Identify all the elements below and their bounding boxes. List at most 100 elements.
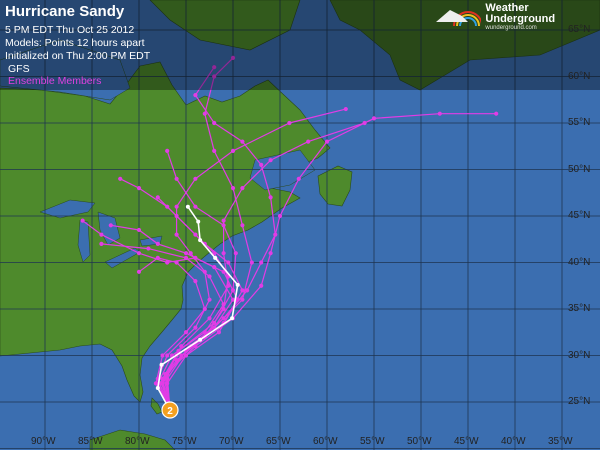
ensemble-point [136, 269, 142, 274]
ensemble-point [183, 353, 189, 358]
ensemble-point [233, 251, 238, 256]
ensemble-point [268, 158, 273, 163]
ensemble-point [230, 186, 236, 191]
great-lakes [0, 39, 316, 269]
ensemble-point [240, 297, 245, 302]
latitude-label: 30°N [568, 349, 591, 361]
forecast-time: 5 PM EDT Thu Oct 25 2012 [5, 24, 135, 36]
ensemble-point [99, 241, 104, 246]
ensemble-point [226, 283, 231, 288]
latitude-label: 40°N [568, 256, 591, 268]
ensemble-point [362, 120, 367, 126]
ensemble-point [202, 306, 207, 312]
ensemble-point [212, 320, 217, 326]
weather-underground-logo[interactable]: Weather Underground wunderground.com [432, 3, 600, 31]
ensemble-point [273, 232, 278, 237]
lake-superior [39, 199, 96, 219]
ensemble-point [174, 204, 179, 209]
legend-ensemble: Ensemble Members [8, 75, 102, 87]
ensemble-point [240, 223, 245, 228]
longitude-label: 40°W [501, 436, 526, 447]
gfs-point [196, 219, 201, 224]
latitude-label: 60°N [568, 70, 591, 82]
ensemble-point [226, 260, 231, 265]
ensemble-point [230, 297, 236, 302]
ensemble-point [174, 176, 179, 181]
page-title: Hurricane Sandy [5, 3, 125, 20]
gfs-point [213, 255, 218, 260]
ensemble-point [193, 204, 198, 209]
longitude-label: 70°W [219, 436, 244, 447]
ensemble-point [240, 186, 245, 191]
storm-marker[interactable]: 2 [161, 401, 179, 419]
ensemble-point [277, 213, 283, 219]
initialized-info: Initialized on Thu 2:00 PM EDT [5, 50, 151, 62]
ensemble-point [136, 251, 142, 256]
lake-michigan [77, 219, 91, 263]
latitude-label: 50°N [568, 163, 591, 175]
latitude-label: 25°N [568, 396, 591, 407]
ensemble-point [99, 232, 104, 237]
gfs-point [235, 282, 240, 287]
gfs-point [159, 362, 164, 367]
ensemble-point [155, 195, 160, 200]
hurricane-icon [161, 401, 179, 419]
ensemble-point [183, 251, 189, 256]
hudson-bay [0, 39, 131, 101]
latitude-label: 55°N [568, 117, 591, 128]
ensemble-point [371, 116, 377, 121]
gfs-point [155, 386, 160, 391]
ensemble-point [176, 348, 181, 353]
legend-gfs: GFS [8, 63, 30, 75]
ensemble-point [324, 139, 330, 144]
newfoundland [317, 165, 353, 207]
ensemble-tracks [80, 55, 499, 413]
ensemble-point [249, 260, 254, 265]
longitude-label: 65°W [266, 436, 291, 447]
gfs-point [198, 337, 203, 342]
ensemble-point [193, 176, 198, 181]
ensemble-point [136, 227, 142, 233]
ensemble-point [306, 139, 311, 144]
ensemble-point [212, 74, 217, 79]
ensemble-point [259, 283, 264, 288]
ensemble-point [202, 269, 207, 274]
longitude-label: 55°W [360, 436, 385, 447]
ensemble-point [245, 288, 250, 293]
ensemble-point [193, 325, 198, 330]
ensemble-point [165, 204, 170, 209]
gfs-track-line [156, 206, 239, 411]
longitude-label: 45°W [454, 436, 479, 447]
rainbow-cloud-icon [436, 10, 482, 27]
ensemble-point [174, 260, 179, 265]
longitude-label: 35°W [548, 436, 573, 447]
ensemble-point [193, 92, 198, 98]
ensemble-point [193, 255, 198, 260]
ensemble-point [343, 106, 348, 112]
ensemble-point [221, 316, 226, 321]
ensemble-point [296, 176, 301, 181]
ensemble-point [193, 279, 198, 284]
ensemble-point [155, 241, 160, 246]
baffin-area [149, 0, 301, 51]
ensemble-point [240, 139, 245, 144]
ensemble-point [268, 195, 273, 200]
ensemble-point [212, 65, 217, 70]
latitude-label: 35°N [568, 303, 591, 314]
ensemble-point [259, 162, 264, 167]
ensemble-point [160, 353, 165, 358]
gulf-st-lawrence [249, 149, 316, 191]
ensemble-point [174, 232, 179, 237]
longitude-label: 75°W [172, 436, 197, 447]
ensemble-point [221, 251, 226, 256]
ensemble-point [162, 376, 167, 381]
header-overlay [0, 0, 600, 90]
ensemble-point [207, 274, 212, 279]
ensemble-track [163, 150, 237, 411]
cuba [89, 429, 176, 450]
ensemble-point [212, 120, 217, 126]
ensemble-point [146, 246, 151, 251]
longitude-label: 50°W [407, 436, 432, 447]
ensemble-point [174, 358, 179, 363]
